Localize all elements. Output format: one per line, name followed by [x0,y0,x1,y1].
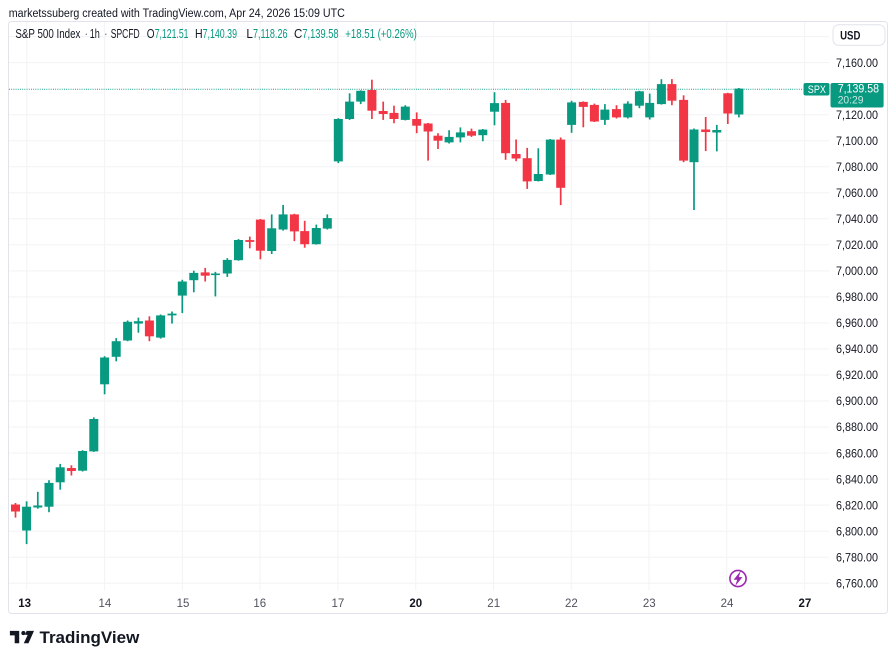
svg-text:7,139.58: 7,139.58 [302,27,338,41]
svg-text:7,160.00: 7,160.00 [836,56,878,70]
svg-text:·: · [104,27,108,41]
svg-text:6,800.00: 6,800.00 [836,524,878,538]
svg-text:C: C [294,27,302,41]
svg-text:7,100.00: 7,100.00 [836,134,878,148]
svg-text:21: 21 [487,598,500,610]
svg-text:7,080.00: 7,080.00 [836,160,878,174]
svg-text:6,940.00: 6,940.00 [836,342,878,356]
svg-text:H: H [195,27,203,41]
svg-text:6,960.00: 6,960.00 [836,316,878,330]
svg-text:marketssuberg created with Tra: marketssuberg created with TradingView.c… [9,8,345,20]
svg-text:14: 14 [99,598,112,610]
svg-text:6,840.00: 6,840.00 [836,472,878,486]
svg-text:+18.51 (+0.26%): +18.51 (+0.26%) [345,27,417,41]
svg-text:20: 20 [409,598,422,610]
svg-text:7,118.26: 7,118.26 [253,27,288,41]
svg-text:27: 27 [799,598,812,610]
svg-text:SPX: SPX [808,84,826,96]
svg-text:O: O [147,27,155,41]
svg-text:SPCFD: SPCFD [111,27,140,41]
svg-text:7,121.51: 7,121.51 [155,27,189,41]
svg-text:6,900.00: 6,900.00 [836,394,878,408]
svg-text:17: 17 [332,598,345,610]
svg-text:L: L [246,27,253,41]
svg-text:15: 15 [177,598,190,610]
svg-text:6,820.00: 6,820.00 [836,498,878,512]
svg-text:·: · [84,27,88,41]
svg-text:6,920.00: 6,920.00 [836,368,878,382]
svg-text:TradingView: TradingView [40,628,141,647]
svg-text:23: 23 [643,598,656,610]
svg-text:7,020.00: 7,020.00 [836,238,878,252]
svg-text:7,140.39: 7,140.39 [203,27,237,41]
svg-text:6,880.00: 6,880.00 [836,420,878,434]
svg-text:22: 22 [565,598,578,610]
svg-text:13: 13 [18,598,31,610]
svg-text:16: 16 [253,598,266,610]
svg-text:6,980.00: 6,980.00 [836,290,878,304]
svg-text:7,060.00: 7,060.00 [836,186,878,200]
svg-text:6,860.00: 6,860.00 [836,446,878,460]
svg-text:7,000.00: 7,000.00 [836,264,878,278]
svg-text:6,780.00: 6,780.00 [836,550,878,564]
svg-text:7,120.00: 7,120.00 [836,108,878,122]
svg-text:7,040.00: 7,040.00 [836,212,878,226]
svg-text:20:29: 20:29 [838,95,864,107]
svg-text:6,760.00: 6,760.00 [836,576,878,590]
svg-text:24: 24 [721,598,734,610]
svg-text:USD: USD [840,30,860,42]
svg-text:S&P 500 Index: S&P 500 Index [15,27,81,41]
svg-text:1h: 1h [90,27,100,41]
svg-text:7,139.58: 7,139.58 [838,81,880,95]
